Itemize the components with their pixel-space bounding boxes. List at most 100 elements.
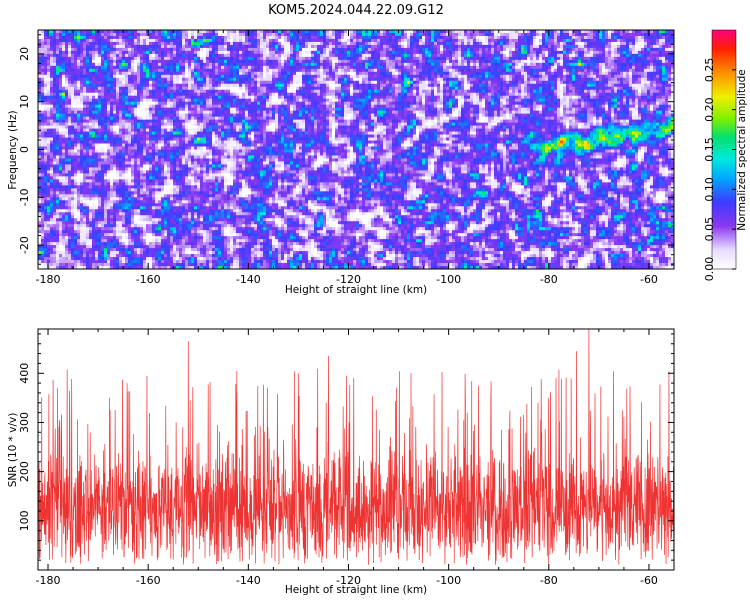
heatmap-cell (278, 87, 281, 90)
heatmap-cell (248, 42, 251, 45)
heatmap-cell (506, 42, 509, 45)
heatmap-cell (410, 72, 413, 75)
heatmap-cell (155, 63, 158, 66)
heatmap-cell (443, 39, 446, 42)
heatmap-cell (551, 66, 554, 69)
heatmap-cell (665, 45, 668, 48)
heatmap-cell (497, 39, 500, 42)
heatmap-cell (632, 36, 635, 39)
heatmap-cell (323, 66, 326, 69)
heatmap-cell (386, 96, 389, 99)
heatmap-cell (527, 72, 530, 75)
heatmap-cell (647, 93, 650, 96)
heatmap-cell (185, 54, 188, 57)
heatmap-cell (512, 54, 515, 57)
heatmap-cell (110, 39, 113, 42)
heatmap-cell (50, 75, 53, 78)
heatmap-cell (560, 72, 563, 75)
heatmap-cell (341, 96, 344, 99)
heatmap-cell (104, 69, 107, 72)
heatmap-cell (353, 93, 356, 96)
heatmap-cell (653, 54, 656, 57)
heatmap-cell (215, 81, 218, 84)
heatmap-cell (533, 96, 536, 99)
heatmap-cell (125, 45, 128, 48)
heatmap-cell (626, 36, 629, 39)
heatmap-cell (125, 42, 128, 45)
heatmap-cell (566, 93, 569, 96)
heatmap-cell (167, 63, 170, 66)
heatmap-cell (320, 33, 323, 36)
heatmap-cell (131, 66, 134, 69)
heatmap-cell (47, 51, 50, 54)
heatmap-cell (209, 78, 212, 81)
heatmap-cell (248, 39, 251, 42)
heatmap-cell (95, 99, 98, 102)
heatmap-cell (236, 42, 239, 45)
heatmap-cell (164, 84, 167, 87)
heatmap-cell (377, 60, 380, 63)
heatmap-cell (536, 63, 539, 66)
heatmap-cell (557, 87, 560, 90)
heatmap-cell (614, 93, 617, 96)
heatmap-cell (386, 63, 389, 66)
heatmap-cell (119, 36, 122, 39)
heatmap-cell (623, 39, 626, 42)
heatmap-cell (635, 63, 638, 66)
heatmap-cell (419, 42, 422, 45)
heatmap-cell (149, 39, 152, 42)
heatmap-cell (302, 90, 305, 93)
heatmap-cell (452, 36, 455, 39)
heatmap-cell (344, 30, 347, 33)
heatmap-cell (572, 60, 575, 63)
heatmap-cell (38, 66, 41, 69)
heatmap-cell (245, 42, 248, 45)
heatmap-cell (464, 78, 467, 81)
heatmap-cell (539, 69, 542, 72)
heatmap-cell (179, 36, 182, 39)
heatmap-cell (95, 60, 98, 63)
heatmap-cell (395, 33, 398, 36)
heatmap-cell (59, 69, 62, 72)
heatmap-cell (623, 72, 626, 75)
heatmap-cell (386, 54, 389, 57)
heatmap-cell (548, 60, 551, 63)
heatmap-cell (644, 87, 647, 90)
heatmap-cell (98, 81, 101, 84)
heatmap-cell (236, 75, 239, 78)
heatmap-cell (122, 51, 125, 54)
heatmap-cell (608, 66, 611, 69)
heatmap-cell (65, 48, 68, 51)
heatmap-cell (293, 33, 296, 36)
heatmap-cell (608, 33, 611, 36)
heatmap-cell (107, 75, 110, 78)
heatmap-cell (362, 57, 365, 60)
heatmap-cell (482, 51, 485, 54)
heatmap-cell (473, 45, 476, 48)
heatmap-cell (176, 48, 179, 51)
heatmap-cell (584, 78, 587, 81)
heatmap-cell (653, 75, 656, 78)
heatmap-cell (128, 99, 131, 102)
heatmap-cell (167, 39, 170, 42)
heatmap-cell (437, 30, 440, 33)
heatmap-cell (302, 30, 305, 33)
heatmap-cell (347, 63, 350, 66)
heatmap-cell (50, 69, 53, 72)
heatmap-cell (395, 84, 398, 87)
heatmap-cell (41, 66, 44, 69)
heatmap-cell (122, 78, 125, 81)
heatmap-cell (482, 84, 485, 87)
heatmap-cell (626, 54, 629, 57)
heatmap-cell (545, 45, 548, 48)
heatmap-cell (335, 39, 338, 42)
heatmap-cell (554, 48, 557, 51)
heatmap-cell (599, 78, 602, 81)
heatmap-cell (527, 75, 530, 78)
heatmap-cell (653, 42, 656, 45)
heatmap-cell (596, 33, 599, 36)
heatmap-cell (617, 63, 620, 66)
heatmap-cell (578, 51, 581, 54)
heatmap-cell (464, 33, 467, 36)
heatmap-cell (227, 30, 230, 33)
